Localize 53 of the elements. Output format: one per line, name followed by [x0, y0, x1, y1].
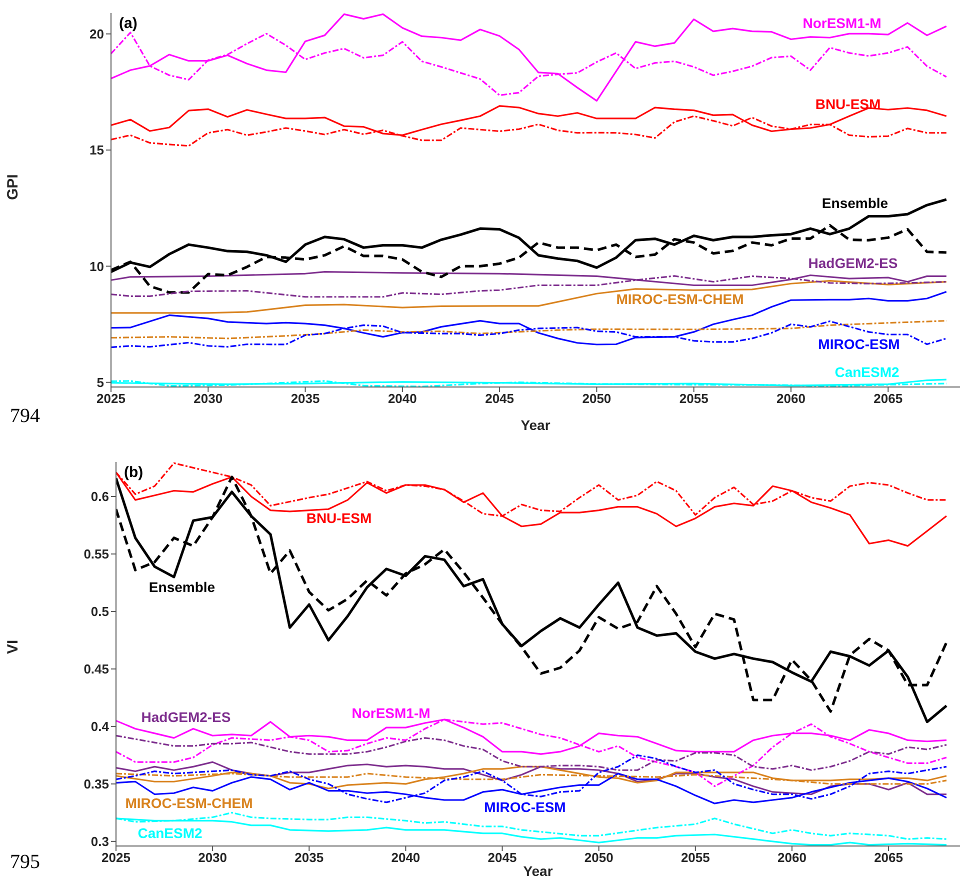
y-tick-label: 15 — [90, 142, 104, 158]
y-tick-label: 5 — [96, 374, 104, 390]
x-tick-label: 2055 — [680, 850, 710, 866]
x-tick-label: 2060 — [776, 391, 806, 406]
series-label: MIROC-ESM-CHEM — [616, 291, 744, 307]
text: 795 — [10, 851, 40, 874]
y-tick-label: 0.55 — [84, 546, 109, 562]
y-tick-label: 0.4 — [90, 719, 110, 734]
x-tick-label: 2060 — [778, 850, 806, 866]
x-axis-title: Year — [520, 417, 551, 433]
x-tick-label: 2065 — [874, 391, 903, 406]
x-axis-title: Year — [523, 863, 554, 876]
series-label: BNU-ESM — [306, 510, 372, 526]
chart-title: (b) — [124, 464, 144, 481]
x-tick-label: 2050 — [582, 391, 612, 406]
x-tick-label: 2030 — [194, 391, 223, 406]
series-label: Ensemble — [148, 579, 216, 595]
y-tick-label: 0.5 — [90, 604, 109, 620]
y-axis-title: VI — [4, 640, 22, 654]
y-tick-label: 0.35 — [84, 776, 109, 792]
y-tick-label: 0.3 — [90, 834, 109, 850]
series-label: Ensemble — [822, 195, 888, 211]
x-tick-label: 2040 — [391, 850, 420, 866]
series-label: MIROC-ESM-CHEM — [125, 795, 253, 811]
text: MIROC-ESM — [818, 336, 900, 352]
x-tick-label: 2025 — [96, 391, 126, 406]
text: 794 — [10, 405, 40, 428]
series-label: NorESM1-M — [802, 15, 882, 31]
x-tick-label: 2040 — [388, 391, 417, 406]
text: HadGEM2-ES — [141, 709, 231, 725]
x-tick-label: 2065 — [874, 850, 903, 866]
series-label: BNU-ESM — [815, 96, 881, 112]
x-tick-label: 2045 — [488, 850, 517, 866]
x-tick-label: 2055 — [679, 391, 708, 406]
x-tick-label: 2025 — [102, 850, 130, 866]
y-tick-label: 20 — [90, 26, 104, 42]
y-tick-label: 10 — [90, 258, 104, 274]
series-label: HadGEM2-ES — [808, 255, 898, 271]
x-tick-label: 2030 — [198, 850, 228, 866]
x-tick-label: 2035 — [294, 850, 324, 866]
x-tick-label: 2045 — [485, 391, 514, 406]
y-tick-label: 0.6 — [90, 489, 109, 504]
series-label: CanESM2 — [834, 364, 900, 380]
series-label: MIROC-ESM — [484, 799, 566, 815]
x-tick-label: 2050 — [584, 850, 614, 866]
line-series — [111, 280, 948, 314]
chart-title: (a) — [119, 15, 138, 32]
y-axis-title: GPI — [4, 174, 22, 200]
line-series — [111, 320, 948, 340]
series-label: NorESM1-M — [352, 705, 430, 721]
x-tick-label: 2035 — [290, 391, 320, 406]
series-label: CanESM2 — [138, 825, 202, 841]
y-tick-label: 0.45 — [84, 662, 109, 677]
